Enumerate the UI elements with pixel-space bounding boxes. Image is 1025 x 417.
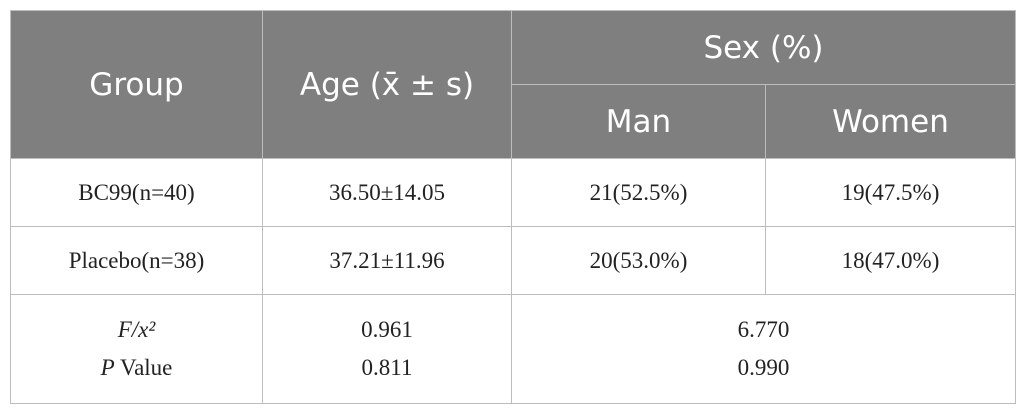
data-table: Group Age (x̄ ± s) Sex (%) Man Women BC9… xyxy=(10,10,1016,404)
header-row: Man Women xyxy=(11,84,1016,159)
stat-value: 6.770 xyxy=(737,317,790,342)
header-cell: Sex (%) xyxy=(511,10,1016,85)
stat-symbol: P xyxy=(100,355,115,380)
cell: F/x² P Value xyxy=(10,294,263,404)
cell: 36.50±14.05 xyxy=(262,158,512,227)
stat-value: 0.811 xyxy=(361,355,413,380)
header-cell: Women xyxy=(765,84,1016,159)
stat-value: 0.990 xyxy=(737,355,790,380)
header-cell: Man xyxy=(511,84,766,159)
body-row: Placebo(n=38) 37.21±11.96 20(53.0%) 18(4… xyxy=(10,226,1016,295)
header-cell: Group xyxy=(10,10,263,159)
header-row: Group Age (x̄ ± s) Sex (%) xyxy=(10,10,1016,159)
cell: 19(47.5%) xyxy=(765,158,1016,227)
stat-value: 0.961 xyxy=(361,317,413,342)
cell: 37.21±11.96 xyxy=(262,226,512,295)
cell: 20(53.0%) xyxy=(511,226,766,295)
cell: BC99(n=40) xyxy=(10,158,263,227)
stat-label: Value xyxy=(120,355,173,380)
cell: 6.770 0.990 xyxy=(511,294,1016,404)
stat-label: F/x² xyxy=(117,317,156,342)
cell: 0.961 0.811 xyxy=(262,294,512,404)
cell: 18(47.0%) xyxy=(765,226,1016,295)
cell: Placebo(n=38) xyxy=(10,226,263,295)
stats-row: F/x² P Value 0.961 0.811 6.770 0.990 xyxy=(10,294,1016,404)
body-row: BC99(n=40) 36.50±14.05 21(52.5%) 19(47.5… xyxy=(10,158,1016,227)
cell: 21(52.5%) xyxy=(511,158,766,227)
header-cell: Age (x̄ ± s) xyxy=(262,10,512,159)
